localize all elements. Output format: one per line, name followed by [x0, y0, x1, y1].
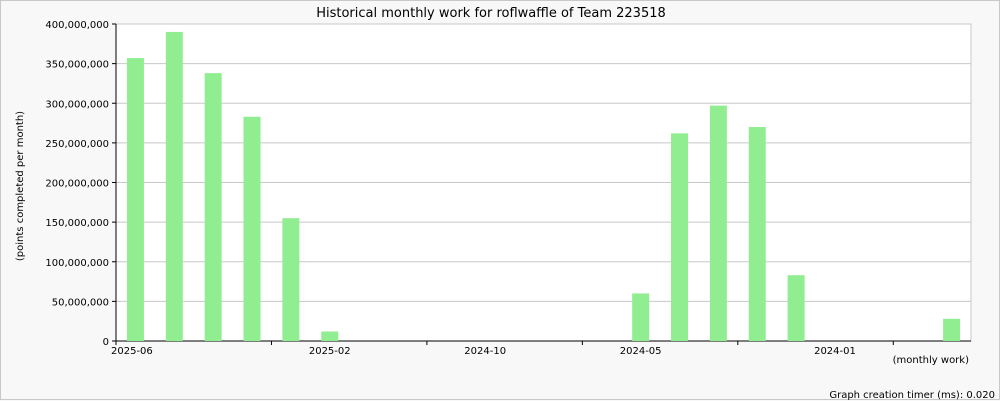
bar-2024-02: [748, 127, 766, 342]
y-tick-label: 300,000,000: [45, 99, 109, 110]
x-tick-label: 2024-05: [620, 346, 662, 357]
bar-2025-05: [165, 31, 183, 342]
bar-2023-09: [943, 318, 961, 341]
x-tick-label: 2024-10: [464, 346, 506, 357]
y-tick-label: 100,000,000: [45, 258, 109, 269]
y-tick-label: 350,000,000: [45, 60, 109, 71]
bar-2025-06: [126, 58, 144, 341]
x-tick-label: 2025-06: [111, 346, 153, 357]
bar-2025-02: [282, 218, 300, 341]
bars: [126, 31, 961, 342]
chart-title: Historical monthly work for roflwaffle o…: [316, 6, 666, 21]
bar-2024-01: [787, 275, 805, 341]
y-tick-label: 150,000,000: [45, 218, 109, 229]
bar-2025-01: [321, 331, 339, 341]
bar-2025-03: [243, 116, 261, 341]
y-tick-label: 50,000,000: [52, 297, 109, 308]
x-tick-labels: 2025-06 2025-02 2024-10 2024-05 2024-01: [111, 341, 894, 357]
x-axis-label: (monthly work): [893, 355, 969, 366]
x-tick-label: 2024-01: [814, 346, 856, 357]
y-tick-label: 200,000,000: [45, 179, 109, 190]
y-tick-label: 400,000,000: [45, 20, 109, 31]
bar-2024-04: [671, 133, 689, 341]
y-tick-label: 250,000,000: [45, 139, 109, 150]
y-tick-labels: 0 50,000,000 100,000,000 150,000,000 200,000…: [45, 20, 116, 348]
x-tick-label: 2025-02: [309, 346, 351, 357]
y-tick-label: 0: [103, 337, 109, 348]
bar-2025-04: [204, 73, 222, 341]
bar-2024-03: [709, 105, 727, 341]
footer-timer: Graph creation timer (ms): 0.020: [829, 390, 995, 401]
bar-2024-05: [632, 293, 650, 341]
y-axis-label: (points completed per month): [15, 111, 26, 261]
